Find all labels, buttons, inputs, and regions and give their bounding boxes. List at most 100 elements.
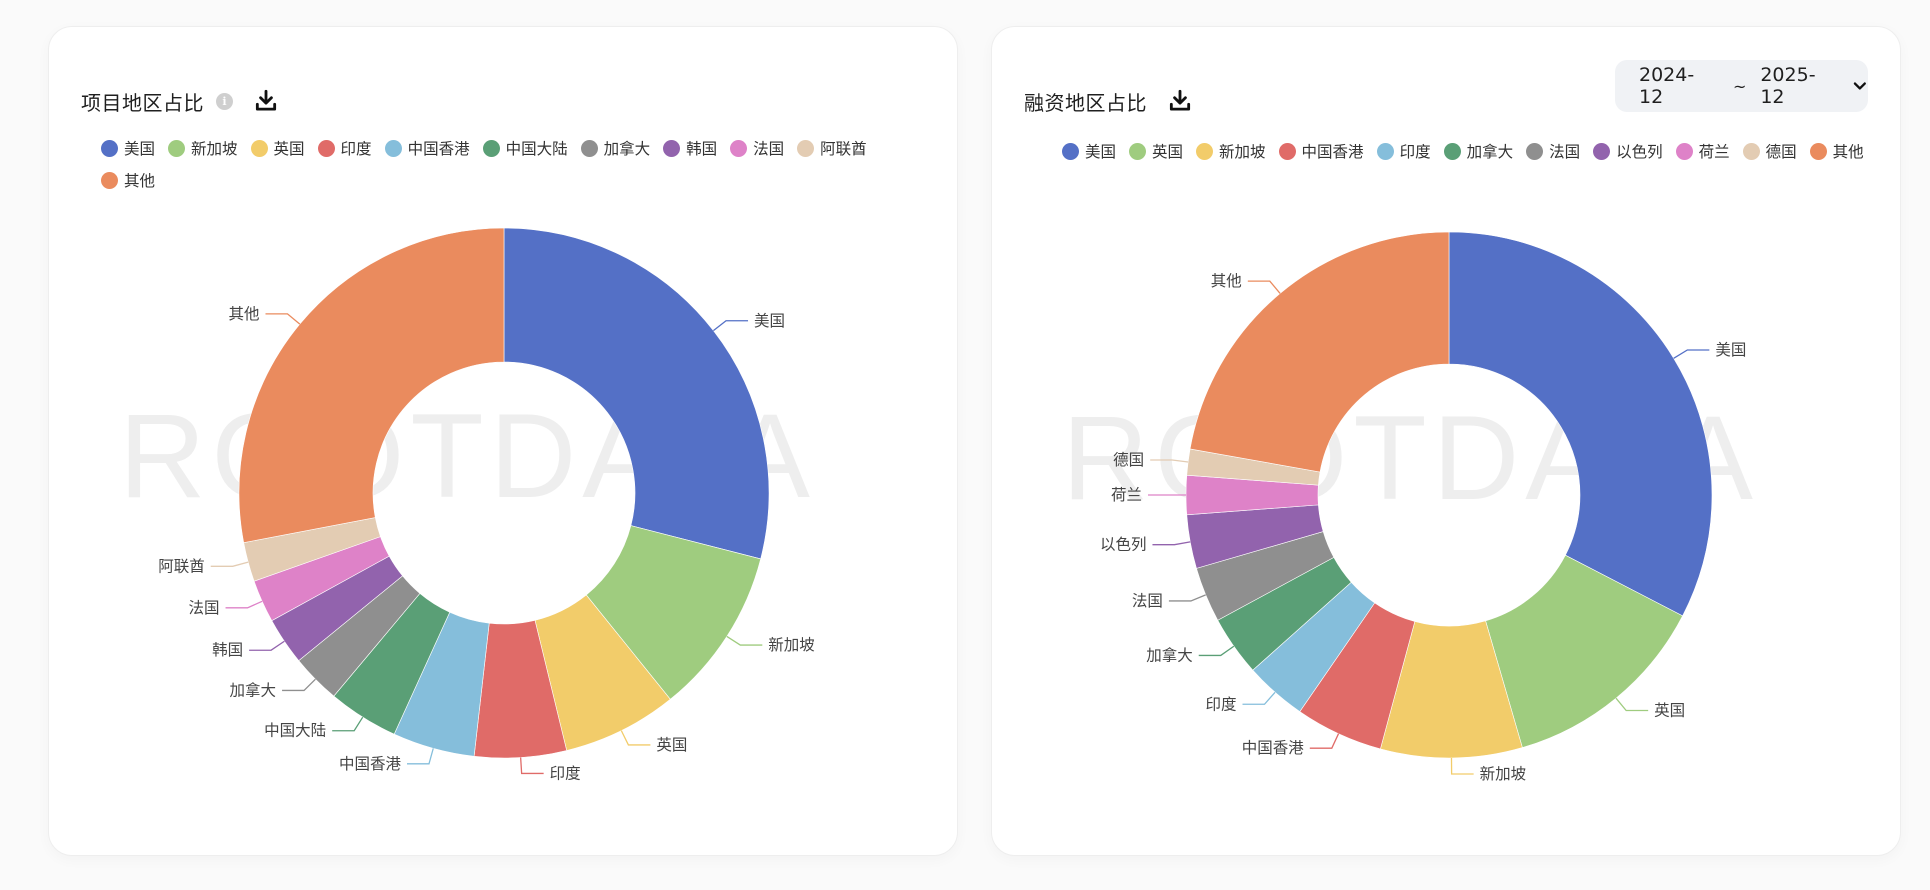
legend-label: 印度 [1399, 143, 1431, 161]
legend-item[interactable]: 德国 [1742, 140, 1797, 162]
legend-item[interactable]: 新加坡 [1196, 140, 1266, 162]
legend-dot-icon [482, 139, 500, 157]
donut-slice[interactable] [243, 517, 381, 582]
legend-label: 加拿大 [603, 140, 651, 158]
slice-label: 中国香港 [1242, 739, 1305, 757]
legend-label: 其他 [1832, 143, 1864, 161]
label-leader-line [1450, 757, 1474, 775]
label-leader-line [282, 678, 316, 692]
legend-item[interactable]: 新加坡 [168, 137, 238, 159]
download-icon[interactable] [1167, 88, 1193, 114]
legend-dot-icon [250, 139, 268, 157]
donut-slice[interactable] [1380, 620, 1523, 759]
legend-item[interactable]: 加拿大 [1443, 140, 1514, 162]
card-header: 项目地区占比 i [81, 85, 279, 117]
donut-slice[interactable] [393, 611, 490, 757]
legend-dot-icon [1593, 142, 1611, 160]
legend-item[interactable]: 中国大陆 [482, 137, 568, 159]
card-title: 项目地区占比 [81, 90, 204, 115]
legend-dot-icon [1376, 142, 1394, 160]
slice-label: 中国香港 [339, 755, 402, 773]
legend-item[interactable]: 以色列 [1593, 140, 1663, 162]
legend-dot-icon [384, 139, 402, 157]
legend-dot-icon [1675, 142, 1693, 160]
slice-label: 英国 [1654, 702, 1685, 720]
label-leader-line [1673, 349, 1710, 359]
date-separator: ~ [1732, 76, 1747, 96]
label-leader-line [407, 748, 434, 765]
donut-slice[interactable] [585, 525, 762, 700]
legend-item[interactable]: 中国香港 [384, 137, 470, 159]
chart-legend: 美国 英国 新加坡 中国香港 印度 加拿大 法国 以色列 荷兰 德国 其他 [1062, 140, 1882, 162]
legend-item[interactable]: 加拿大 [580, 137, 651, 159]
donut-slice[interactable] [333, 592, 451, 735]
slice-label: 新加坡 [1480, 765, 1527, 783]
donut-slice[interactable] [1196, 531, 1335, 621]
legend-item[interactable]: 美国 [101, 137, 155, 159]
legend-dot-icon [1278, 142, 1296, 160]
donut-slice[interactable] [253, 536, 390, 622]
donut-slice[interactable] [271, 555, 403, 662]
legend-label: 荷兰 [1698, 143, 1730, 161]
legend-label: 阿联酋 [820, 140, 867, 158]
slice-label: 加拿大 [1146, 645, 1193, 664]
legend-item[interactable]: 阿联酋 [797, 137, 867, 159]
legend-dot-icon [101, 171, 118, 189]
legend-item[interactable]: 法国 [1526, 140, 1580, 162]
legend-label: 新加坡 [1219, 143, 1266, 161]
donut-slice[interactable] [1485, 554, 1683, 748]
project-region-card: ROOTDATA 美国 新加坡 英国 印度 中国香港 中国大陆 加拿大 韩国 法国 阿联酋 其他 项… [48, 26, 958, 856]
legend-item[interactable]: 法国 [730, 137, 784, 159]
slice-label: 法国 [1132, 592, 1163, 610]
date-end[interactable]: 2025-12 [1760, 64, 1816, 108]
donut-slice[interactable] [298, 575, 421, 697]
info-icon[interactable]: i [216, 92, 233, 110]
legend-dot-icon [1742, 142, 1760, 160]
legend-label: 印度 [340, 140, 372, 158]
legend-item[interactable]: 中国香港 [1278, 140, 1364, 162]
card-header: 融资地区占比 [1024, 85, 1193, 117]
chart-legend: 美国 新加坡 英国 印度 中国香港 中国大陆 加拿大 韩国 法国 阿联酋其他 [101, 137, 941, 191]
legend-item[interactable]: 其他 [1809, 140, 1864, 162]
donut-slice[interactable] [473, 619, 568, 759]
legend-dot-icon [317, 139, 335, 157]
legend-label: 中国大陆 [505, 140, 568, 158]
legend-item[interactable]: 印度 [1376, 140, 1431, 162]
legend-label: 美国 [124, 140, 156, 158]
legend-dot-icon [1129, 142, 1147, 160]
label-leader-line [1242, 691, 1276, 705]
legend-label: 英国 [273, 140, 305, 158]
chevron-down-icon[interactable] [1852, 78, 1868, 94]
donut-slice[interactable] [534, 594, 671, 751]
label-leader-line [225, 600, 263, 609]
legend-item[interactable]: 韩国 [663, 137, 717, 159]
legend-item[interactable]: 荷兰 [1675, 140, 1730, 162]
legend-label: 新加坡 [191, 140, 238, 158]
legend-item[interactable]: 印度 [317, 137, 372, 159]
legend-dot-icon [101, 139, 118, 157]
legend-label: 法国 [1549, 143, 1581, 161]
label-leader-line [1152, 541, 1191, 546]
legend-item[interactable]: 英国 [250, 137, 305, 159]
label-leader-line [1247, 280, 1281, 294]
legend-label: 加拿大 [1466, 143, 1514, 161]
legend-label: 中国香港 [1301, 143, 1364, 161]
download-icon[interactable] [253, 88, 279, 114]
legend-label: 英国 [1152, 143, 1184, 161]
slice-label: 印度 [550, 764, 581, 782]
legend-dot-icon [580, 139, 598, 157]
legend-item[interactable]: 美国 [1062, 140, 1116, 162]
donut-slice[interactable] [1217, 556, 1352, 671]
label-leader-line [1198, 645, 1235, 657]
date-range-picker[interactable]: 2024-12 ~ 2025-12 [1615, 60, 1868, 112]
label-leader-line [620, 730, 651, 746]
donut-slice[interactable] [1299, 602, 1416, 750]
legend-item[interactable]: 英国 [1129, 140, 1183, 162]
slice-label: 美国 [754, 312, 785, 330]
date-start[interactable]: 2024-12 [1639, 64, 1695, 108]
legend-dot-icon [1062, 142, 1079, 160]
donut-slice[interactable] [1252, 581, 1376, 713]
label-leader-line [332, 716, 364, 732]
legend-label: 美国 [1085, 143, 1117, 161]
legend-item[interactable]: 其他 [101, 169, 155, 191]
